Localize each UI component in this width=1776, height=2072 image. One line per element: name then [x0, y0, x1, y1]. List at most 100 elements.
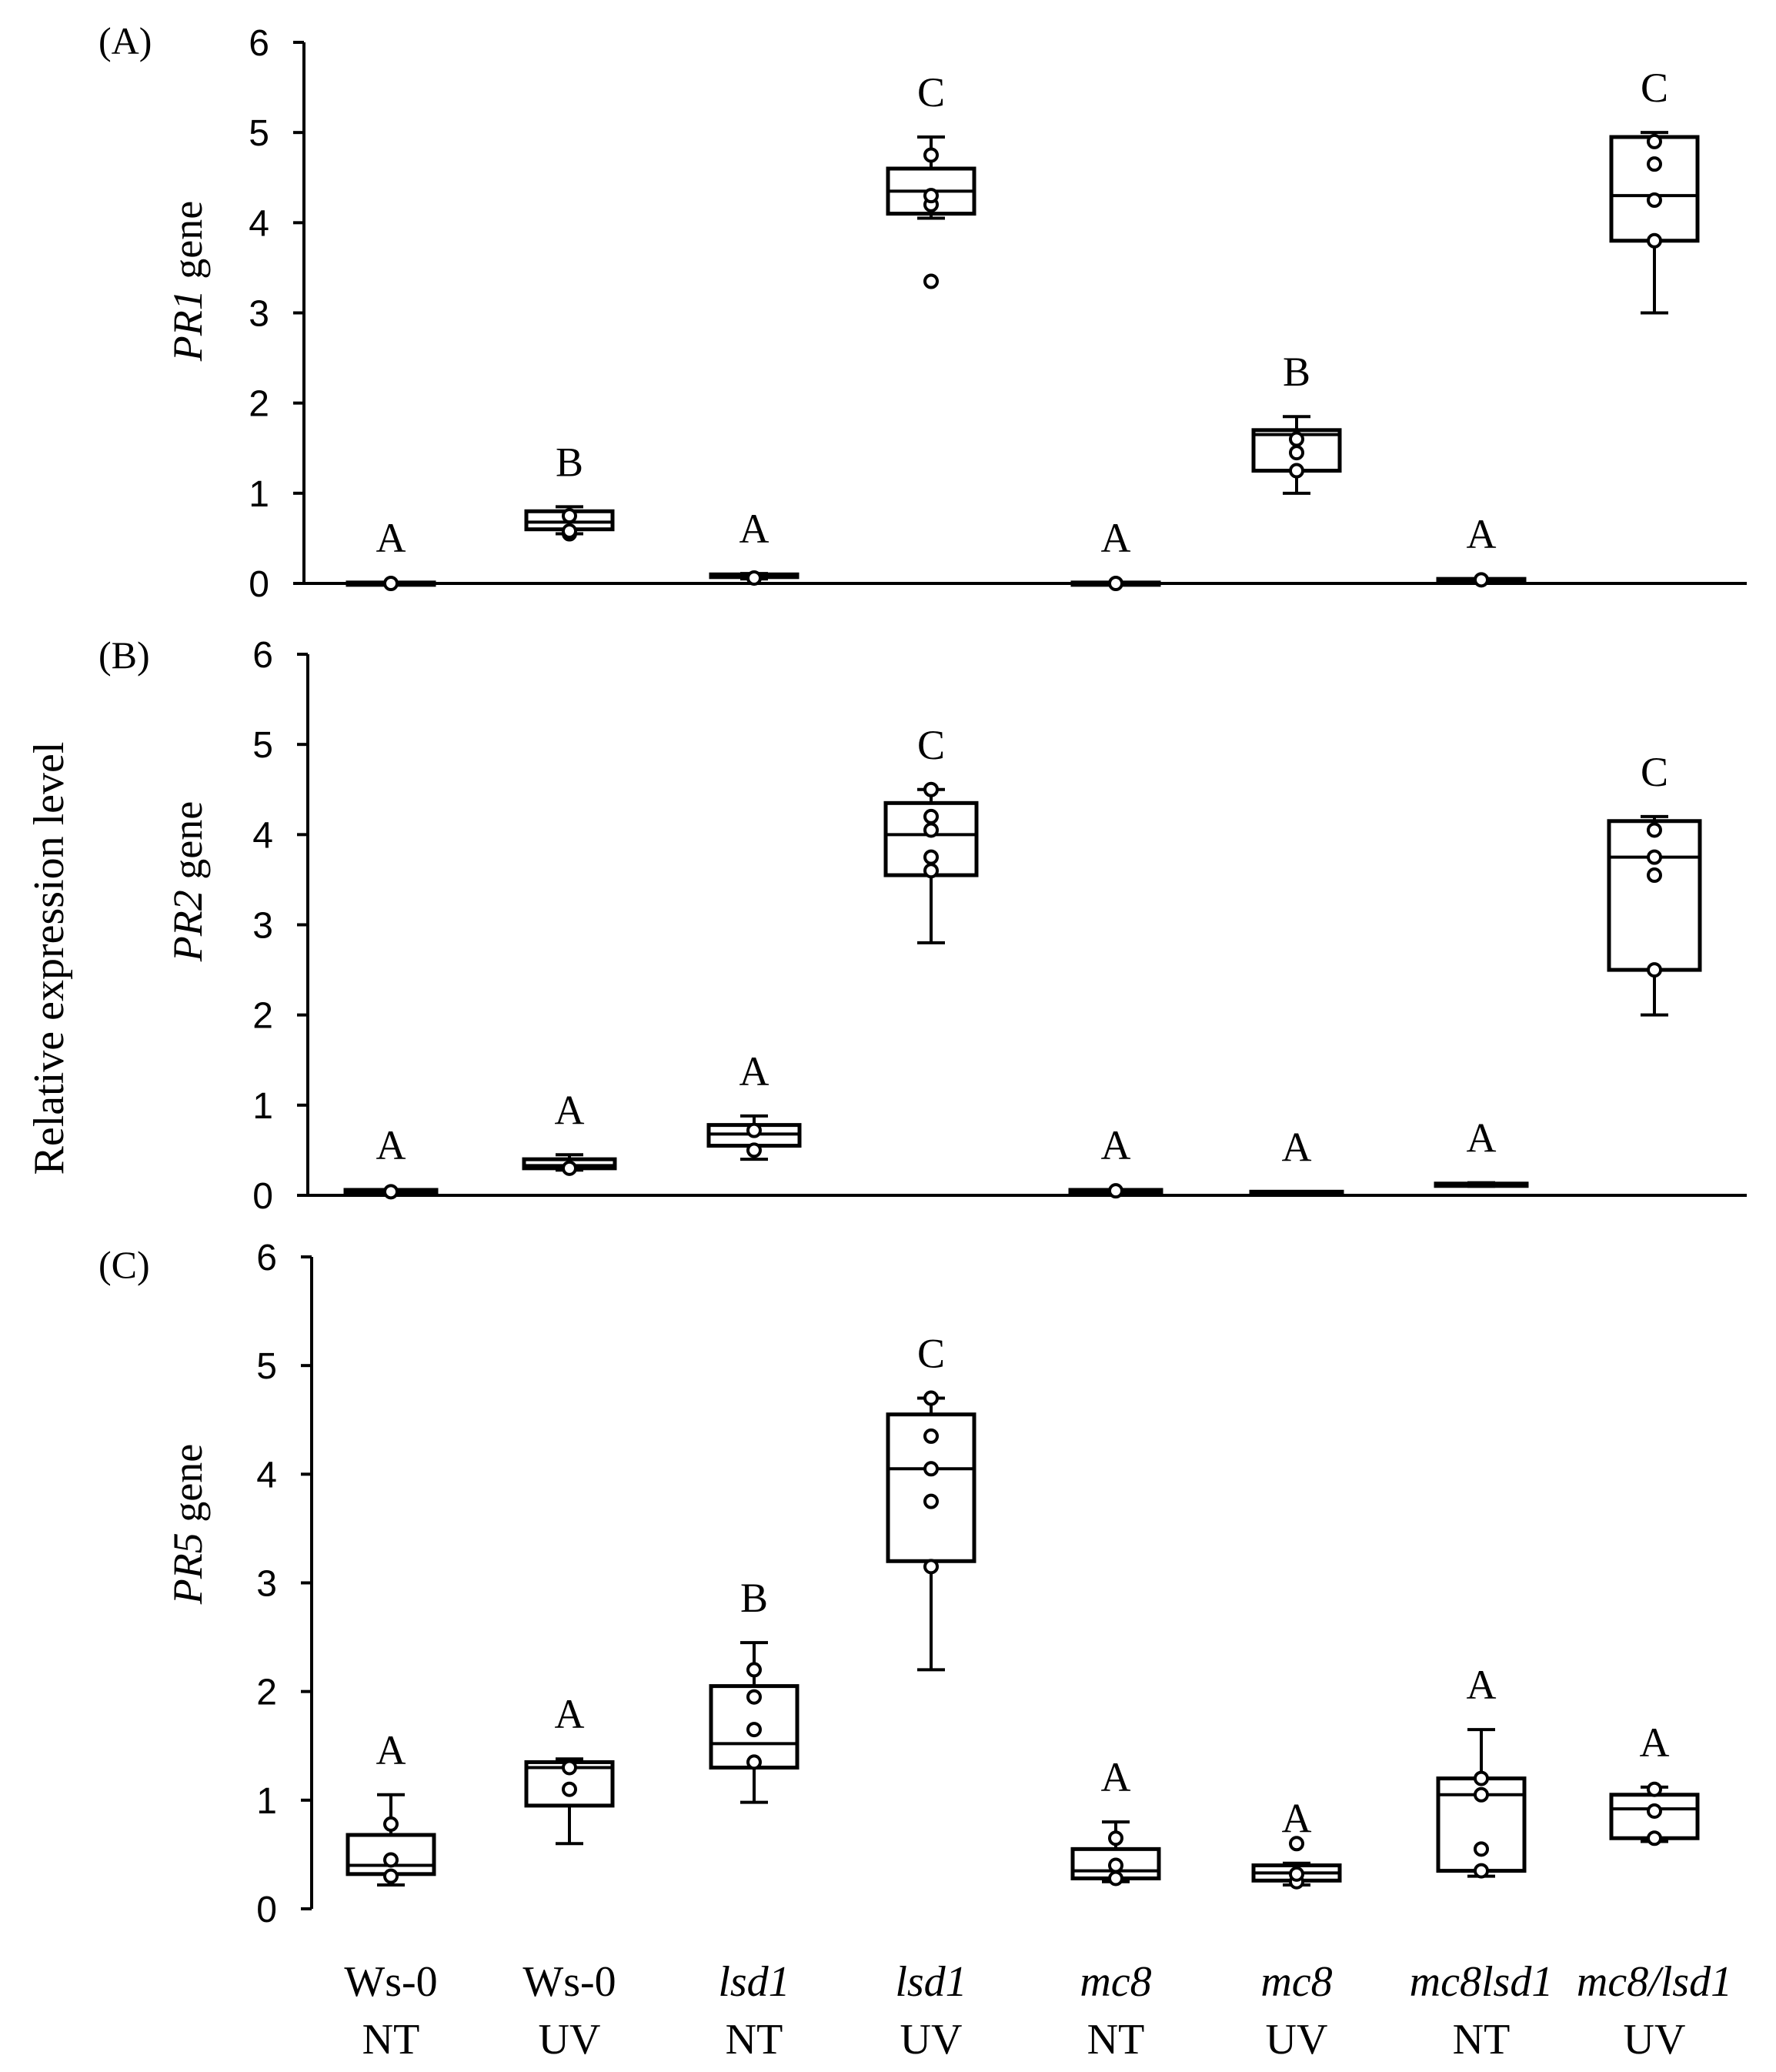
x-category-treatment: UV — [900, 2016, 963, 2064]
data-point — [562, 1160, 577, 1176]
y-tick-label: 6 — [252, 635, 273, 676]
box-group: A — [709, 506, 800, 586]
data-point — [923, 1493, 939, 1509]
panel-label: (A) — [98, 19, 152, 62]
data-point — [383, 1868, 399, 1884]
x-category-name: mc8/lsd1 — [1577, 1958, 1732, 2006]
data-point — [923, 1428, 939, 1444]
significance-letter: A — [1467, 1662, 1497, 1708]
y-tick-label: 1 — [256, 1781, 277, 1822]
data-point — [1647, 133, 1662, 149]
box-group: A — [1434, 1115, 1529, 1188]
data-point — [1647, 962, 1662, 978]
data-point — [383, 576, 399, 591]
data-point — [1647, 1830, 1662, 1846]
data-point — [1647, 192, 1662, 209]
data-point — [923, 273, 939, 289]
data-point — [1474, 1841, 1489, 1857]
box-group: B — [709, 1575, 800, 1804]
data-point — [923, 188, 939, 204]
panel-a: (A) PR1 gene 0 1 2 3 4 5 6 A B A C A B A C — [98, 19, 1747, 605]
data-point — [923, 147, 939, 163]
data-point — [1474, 1786, 1489, 1803]
data-point — [746, 570, 762, 586]
gene-name: PR1 — [165, 289, 211, 362]
significance-letter: C — [917, 69, 945, 115]
x-category-name: lsd1 — [895, 1958, 966, 2006]
data-point — [1647, 822, 1662, 838]
y-tick-label: 2 — [252, 996, 273, 1037]
y-tick-label: 2 — [256, 1673, 277, 1713]
box-group: A — [524, 1691, 615, 1846]
panel-label: (B) — [98, 633, 150, 677]
data-point — [1289, 1836, 1304, 1852]
significance-letter: A — [739, 506, 769, 552]
y-tick-label: 1 — [252, 1086, 273, 1127]
data-point — [1647, 1803, 1662, 1819]
data-point — [746, 1689, 762, 1705]
x-category-name: mc8 — [1260, 1958, 1332, 2006]
data-point — [1289, 463, 1304, 479]
y-tick-label: 4 — [252, 815, 273, 856]
box-group: C — [1607, 749, 1702, 1017]
gene-axis-label: PR5 gene — [165, 1444, 211, 1605]
y-tick-label: 3 — [256, 1564, 277, 1605]
data-point — [1647, 1781, 1662, 1797]
y-tick-label: 5 — [252, 725, 273, 766]
box-group: A — [1068, 1122, 1163, 1199]
data-point — [562, 1781, 577, 1797]
data-point — [746, 1142, 762, 1158]
box-group: A — [1070, 1754, 1161, 1887]
data-point — [746, 1722, 762, 1738]
box-group: A — [1070, 515, 1161, 591]
data-point — [746, 1754, 762, 1770]
y-tick-label: 1 — [249, 474, 269, 515]
data-point — [1108, 1857, 1123, 1873]
box-group: A — [1251, 1796, 1342, 1890]
x-category-name: Ws-0 — [522, 1958, 616, 2006]
significance-letter: C — [917, 722, 945, 768]
data-point — [923, 822, 939, 838]
data-point — [1108, 1183, 1123, 1199]
y-tick-label: 6 — [256, 1238, 277, 1278]
x-category-name: lsd1 — [718, 1958, 790, 2006]
y-tick-label: 6 — [249, 23, 269, 64]
gene-axis-label: PR2 gene — [165, 801, 211, 962]
gene-axis-label: PR1 gene — [165, 201, 211, 362]
y-tick-label: 0 — [249, 564, 269, 605]
gene-name: PR2 — [165, 890, 211, 962]
y-tick-label: 4 — [249, 203, 269, 244]
data-point — [1647, 867, 1662, 884]
box-group: B — [1251, 349, 1342, 495]
significance-letter: A — [555, 1691, 585, 1737]
data-point — [923, 863, 939, 879]
box-group: A — [1436, 1662, 1527, 1879]
data-point — [383, 1816, 399, 1832]
data-point — [1108, 1830, 1123, 1846]
x-category-name: Ws-0 — [344, 1958, 437, 2006]
iqr-box — [1607, 819, 1702, 972]
data-point — [923, 781, 939, 797]
data-point — [923, 1559, 939, 1575]
x-category-treatment: UV — [539, 2016, 601, 2064]
gene-name: PR5 — [165, 1532, 211, 1605]
data-point — [1647, 156, 1662, 172]
significance-letter: B — [1283, 349, 1310, 395]
significance-letter: C — [1641, 749, 1668, 795]
box-group: C — [886, 69, 976, 289]
box-group: A — [1436, 511, 1527, 588]
data-point — [1108, 576, 1123, 591]
panel-c: (C) PR5 gene 0 1 2 3 4 5 6 A A B C A A A A — [98, 1238, 1700, 1930]
data-point — [923, 1390, 939, 1406]
data-point — [1647, 849, 1662, 865]
y-axis-label: Relative expression level — [25, 742, 73, 1175]
significance-letter: A — [1282, 1124, 1312, 1170]
y-tick-label: 5 — [249, 113, 269, 154]
data-point — [1474, 572, 1489, 588]
data-point — [923, 849, 939, 865]
x-category-treatment: UV — [1266, 2016, 1328, 2064]
significance-letter: A — [376, 1727, 406, 1773]
iqr-box — [1609, 135, 1700, 243]
significance-letter: C — [917, 1331, 945, 1377]
data-point — [383, 1184, 399, 1200]
